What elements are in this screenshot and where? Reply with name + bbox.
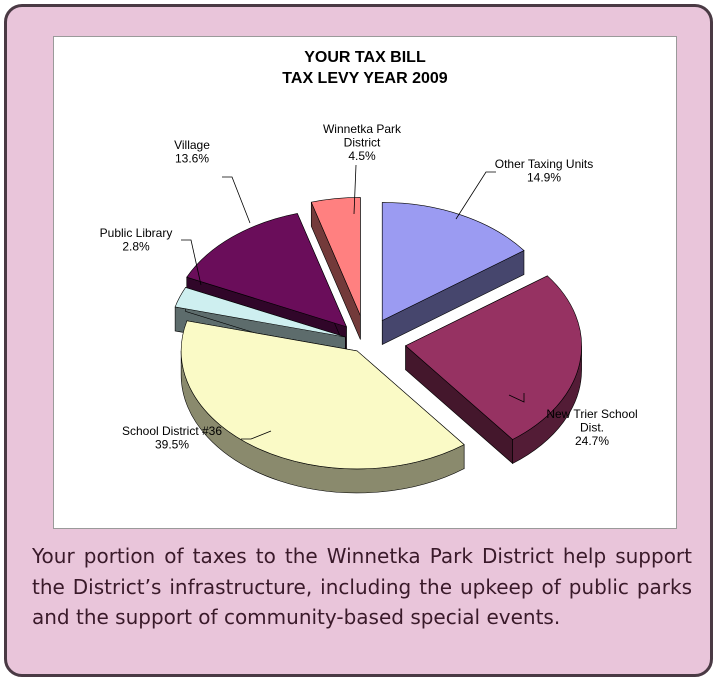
- slice-percent: 13.6%: [175, 152, 209, 166]
- slice-top: [174, 287, 346, 338]
- slice-top: [310, 197, 361, 316]
- chart-subtitle: TAX LEVY YEAR 2009: [282, 70, 448, 87]
- leader-line: [241, 430, 272, 440]
- slice-top: [405, 275, 582, 440]
- pie-slice: [310, 197, 361, 340]
- slice-name: Other Taxing Units: [495, 157, 594, 171]
- chart-panel: YOUR TAX BILL TAX LEVY YEAR 2009 Other T…: [53, 36, 677, 529]
- pie-chart: Other Taxing Units 14.9%New Trier School D…: [100, 122, 638, 494]
- slice-label: School District #36 39.5%: [122, 424, 222, 452]
- slice-percent: 14.9%: [527, 171, 561, 185]
- slice-name: Dist.: [580, 421, 604, 435]
- slice-name: Public Library: [100, 226, 173, 240]
- slice-label: Other Taxing Units 14.9%: [495, 157, 594, 185]
- slice-percent: 39.5%: [155, 438, 189, 452]
- chart-title: YOUR TAX BILL: [304, 49, 426, 66]
- pie-slice: [381, 202, 525, 345]
- slice-top: [186, 213, 347, 328]
- leader-line: [353, 164, 357, 215]
- slice-name: Winnetka Park: [323, 122, 402, 136]
- slice-label: Public Library 2.8%: [100, 226, 173, 254]
- slice-percent: 24.7%: [575, 434, 609, 448]
- info-card: YOUR TAX BILL TAX LEVY YEAR 2009 Other T…: [4, 4, 713, 677]
- slice-name: Village: [174, 138, 210, 152]
- leader-line: [508, 393, 525, 403]
- slice-top: [381, 202, 525, 321]
- slice-name: School District #36: [122, 424, 222, 438]
- slice-label: Village 13.6%: [174, 138, 210, 166]
- slice-top: [180, 320, 465, 470]
- leader-line: [222, 176, 251, 224]
- pie-slice: [405, 275, 582, 465]
- slice-name: New Trier School: [546, 407, 637, 421]
- pie-slice: [180, 320, 465, 494]
- slice-percent: 4.5%: [348, 149, 376, 163]
- leader-line: [455, 171, 496, 220]
- slice-name: District: [344, 136, 381, 150]
- leader-line: [181, 239, 202, 286]
- slice-label: Winnetka Park District 4.5%: [323, 122, 402, 163]
- slice-label: New Trier School Dist. 24.7%: [546, 407, 637, 448]
- caption-text: Your portion of taxes to the Winnetka Pa…: [32, 544, 692, 629]
- slice-percent: 2.8%: [122, 240, 150, 254]
